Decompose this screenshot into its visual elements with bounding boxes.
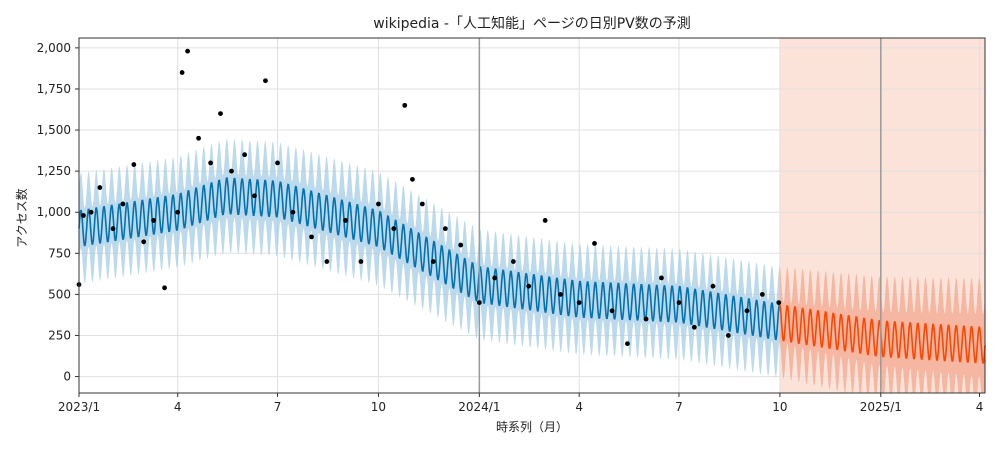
observed-point [263, 78, 268, 84]
observed-point [625, 341, 630, 347]
y-axis-title: アクセス数 [14, 188, 29, 247]
forecast-prediction-line [779, 304, 986, 364]
observed-point [110, 226, 116, 232]
x-axis-title: 時系列（月） [496, 420, 568, 434]
x-tick-label: 10 [772, 400, 787, 414]
y-tick-label: 1,750 [37, 82, 71, 96]
plot-area: 2023/1 4 7 10 2024/1 4 7 10 2025/1 4 0 250 500 750 1,0… [37, 37, 986, 414]
observed-point [725, 333, 731, 338]
y-tick-label: 500 [48, 287, 71, 301]
y-tick-label: 1,250 [37, 164, 71, 178]
observed-point [492, 275, 498, 281]
observed-point [510, 259, 516, 264]
observed-point [659, 275, 664, 281]
history-uncertainty-band [79, 138, 780, 378]
observed-point [476, 300, 482, 306]
x-tick-label: 4 [174, 400, 182, 414]
observed-point [643, 316, 649, 322]
observed-point [430, 259, 436, 264]
observed-point [309, 234, 314, 240]
x-tick-label: 2025/1 [860, 400, 902, 414]
observed-point [175, 209, 181, 215]
observed-point [141, 239, 147, 245]
observed-point [162, 285, 167, 291]
observed-point [290, 209, 296, 215]
y-tick-label: 1,000 [37, 205, 71, 219]
observed-point [208, 160, 214, 166]
observed-point [710, 283, 716, 289]
observed-point [196, 135, 201, 141]
x-tick-label: 2023/1 [58, 400, 100, 414]
observed-point [419, 201, 425, 207]
observed-point [402, 102, 408, 108]
plot-frame [78, 37, 986, 394]
observed-point [609, 308, 615, 314]
observed-point [576, 300, 582, 306]
y-tick-label: 0 [63, 370, 71, 384]
observed-point [691, 324, 697, 330]
observed-point [324, 259, 330, 264]
observed-point [80, 213, 86, 218]
x-tick-label: 10 [371, 400, 386, 414]
observed-point [592, 241, 597, 246]
history-prediction-line [78, 177, 781, 341]
observed-point [229, 168, 234, 174]
y-tick-label: 2,000 [37, 41, 71, 55]
observed-point [526, 283, 532, 289]
x-tick-label: 4 [976, 400, 984, 414]
forecast-uncertainty-band [779, 266, 985, 393]
y-tick-label: 1,500 [37, 123, 71, 137]
observed-point [442, 226, 448, 232]
observed-point [185, 48, 190, 54]
observed-point [151, 218, 156, 223]
observed-point [776, 300, 782, 306]
observed-point [744, 308, 750, 314]
observed-point [275, 160, 280, 166]
y-tick-label: 750 [48, 246, 71, 260]
observed-point [391, 226, 397, 232]
observed-point [120, 201, 126, 207]
observed-point [179, 70, 185, 75]
observed-point [97, 185, 103, 190]
x-tick-label: 7 [675, 400, 683, 414]
observed-point [759, 291, 765, 297]
observed-point [358, 259, 364, 264]
observed-point [88, 209, 94, 215]
observed-point [458, 242, 464, 248]
observed-point [376, 201, 381, 207]
x-tick-label: 4 [575, 400, 583, 414]
chart-title: wikipedia -「人工知能」ページの日別PV数の予測 [373, 15, 690, 32]
observed-point [218, 111, 223, 117]
observed-point [558, 291, 563, 297]
observed-point [542, 218, 548, 223]
observed-point [410, 176, 415, 182]
observed-point [343, 218, 348, 223]
x-tick-label: 7 [274, 400, 282, 414]
x-tick-label: 2024/1 [458, 400, 500, 414]
observed-point [252, 193, 257, 199]
y-tick-label: 250 [48, 328, 71, 342]
observed-point [676, 300, 682, 306]
observed-point [242, 152, 248, 158]
observed-point [131, 162, 137, 167]
